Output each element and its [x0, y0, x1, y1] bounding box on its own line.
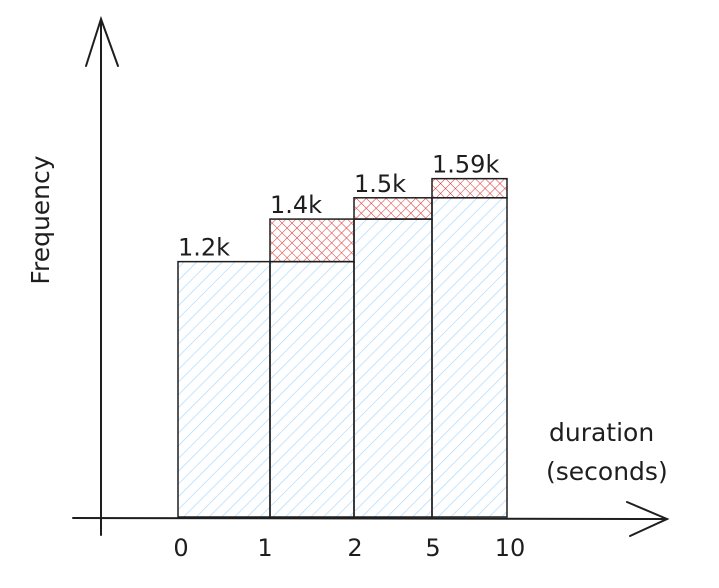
bar-increment-2 — [353, 197, 433, 220]
value-label-2: 1.5k — [354, 170, 406, 198]
x-tick-label-1: 1 — [257, 534, 272, 562]
x-axis-label-line2: (seconds) — [546, 457, 668, 486]
x-tick-label-2: 2 — [347, 534, 362, 562]
value-label-1: 1.4k — [270, 191, 322, 219]
bar-increment-3 — [431, 177, 508, 199]
value-label-0: 1.2k — [178, 234, 230, 262]
y-axis-label: Frequency — [26, 155, 55, 284]
y-axis-arrowhead — [85, 15, 119, 67]
value-labels: 1.2k 1.4k 1.5k 1.59k — [178, 151, 499, 262]
bar-base-3 — [431, 197, 508, 518]
value-label-3: 1.59k — [432, 151, 499, 179]
x-tick-label-10: 10 — [495, 534, 526, 562]
x-axis — [72, 501, 670, 537]
y-axis — [85, 15, 119, 536]
x-tick-label-0: 0 — [173, 534, 188, 562]
x-axis-label-line1: duration — [549, 418, 654, 447]
bar-increment-1 — [269, 218, 355, 263]
bars-group — [177, 177, 508, 518]
x-tick-labels: 0 1 2 5 10 — [173, 534, 525, 562]
bar-base-2 — [353, 218, 433, 518]
bar-base-1 — [269, 260, 355, 518]
x-axis-arrowhead — [626, 501, 670, 537]
bar-base-0 — [177, 260, 271, 518]
x-tick-label-5: 5 — [425, 534, 440, 562]
